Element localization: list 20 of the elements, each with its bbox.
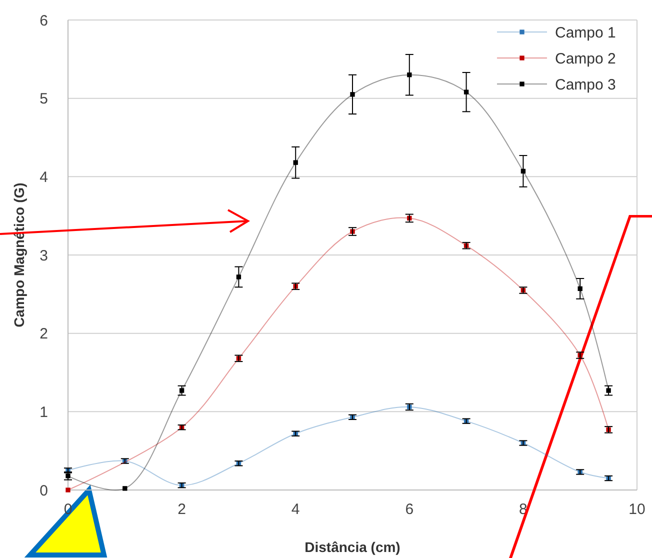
x-tick-label: 10	[628, 501, 646, 518]
legend-label: Campo 2	[555, 50, 616, 68]
point	[350, 92, 355, 97]
y-tick-label: 2	[40, 326, 48, 343]
y-tick-label: 4	[40, 168, 48, 186]
point	[66, 488, 70, 492]
point	[606, 388, 611, 393]
legend-label: Campo 1	[555, 24, 616, 42]
y-tick-label: 5	[40, 90, 48, 108]
y-tick-label: 1	[40, 404, 48, 421]
y-tick-label: 3	[40, 247, 48, 264]
x-tick-label: 2	[178, 501, 186, 518]
x-tick-label: 4	[291, 501, 300, 518]
y-tick-label: 6	[40, 12, 48, 30]
x-tick-label: 6	[405, 501, 414, 518]
point	[122, 486, 128, 491]
x-axis-title: Distância (cm)	[304, 539, 400, 555]
y-tick-label: 0	[40, 482, 48, 500]
legend-label: Campo 3	[555, 76, 616, 94]
y-axis-title: Campo Magnético (G)	[11, 182, 27, 328]
